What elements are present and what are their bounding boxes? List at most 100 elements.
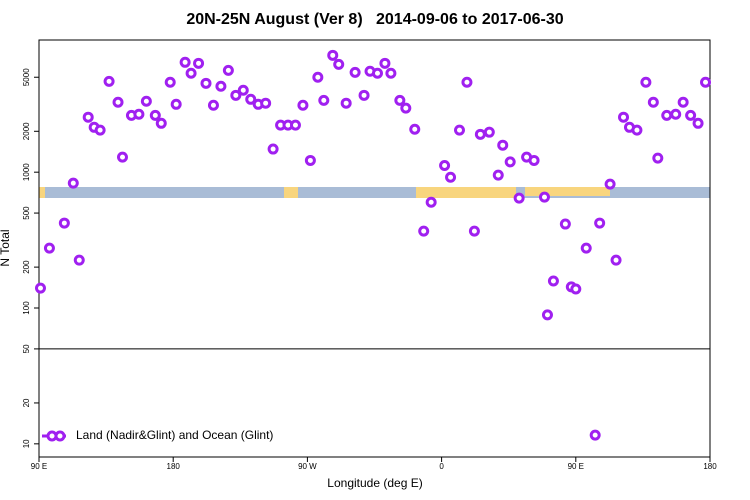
point: [149, 109, 161, 121]
y-tick-label: 2000: [22, 122, 31, 140]
legend: Land (Nadir&Glint) and Ocean (Glint): [42, 428, 273, 442]
point: [418, 225, 430, 237]
y-tick-label: 20: [22, 398, 31, 407]
point: [43, 242, 55, 254]
point: [230, 89, 242, 101]
map-ocean: [39, 187, 710, 198]
point: [483, 126, 495, 138]
point: [700, 76, 712, 88]
legend-label: Land (Nadir&Glint) and Ocean (Glint): [76, 428, 273, 442]
point: [112, 96, 124, 108]
y-axis-label: N Total: [0, 229, 12, 266]
point: [215, 80, 227, 92]
point: [425, 196, 437, 208]
legend-marker: [54, 430, 66, 442]
point: [140, 95, 152, 107]
x-tick-label: 90 E: [568, 462, 584, 471]
point: [117, 151, 129, 163]
point: [685, 109, 697, 121]
point: [618, 111, 630, 123]
y-tick-label: 200: [22, 260, 31, 274]
point: [661, 109, 673, 121]
x-axis-label: Longitude (deg E): [327, 476, 422, 490]
point: [297, 99, 309, 111]
y-tick-label: 1000: [22, 163, 31, 181]
point: [385, 67, 397, 79]
point: [474, 128, 486, 140]
point: [468, 225, 480, 237]
point: [267, 143, 279, 155]
point: [652, 152, 664, 164]
point: [34, 282, 46, 294]
point: [589, 429, 601, 441]
map-land: [525, 187, 610, 196]
point: [640, 76, 652, 88]
point: [327, 49, 339, 61]
point: [580, 242, 592, 254]
point: [604, 178, 616, 190]
point: [453, 124, 465, 136]
point: [692, 117, 704, 129]
point: [245, 93, 257, 105]
x-tick-label: 180: [703, 462, 717, 471]
point: [58, 217, 70, 229]
chart-title: 20N-25N August (Ver 8) 2014-09-06 to 201…: [186, 11, 563, 28]
point: [371, 67, 383, 79]
point: [312, 71, 324, 83]
x-tick-label: 180: [167, 462, 181, 471]
point: [179, 56, 191, 68]
point: [185, 67, 197, 79]
point: [400, 102, 412, 114]
map-land: [416, 187, 516, 198]
x-tick-label: 0: [439, 462, 444, 471]
y-tick-label: 500: [22, 206, 31, 220]
point: [594, 217, 606, 229]
point: [504, 156, 516, 168]
point: [358, 89, 370, 101]
point: [528, 154, 540, 166]
point: [492, 169, 504, 181]
x-tick-label: 90 E: [31, 462, 47, 471]
point: [610, 254, 622, 266]
plot-frame: [38, 39, 711, 458]
point: [631, 124, 643, 136]
point: [541, 309, 553, 321]
point: [677, 96, 689, 108]
point: [222, 64, 234, 76]
y-tick-label: 50: [22, 344, 31, 353]
point: [200, 77, 212, 89]
point: [237, 84, 249, 96]
point: [379, 57, 391, 69]
point: [103, 75, 115, 87]
point: [260, 97, 272, 109]
point: [304, 154, 316, 166]
point: [409, 123, 421, 135]
point: [570, 283, 582, 295]
point: [193, 57, 205, 69]
point: [164, 76, 176, 88]
point: [289, 119, 301, 131]
point: [207, 99, 219, 111]
point: [73, 254, 85, 266]
y-tick-label: 5000: [22, 68, 31, 86]
y-tick-label: 10: [22, 439, 31, 448]
point: [497, 139, 509, 151]
point: [559, 218, 571, 230]
point: [67, 177, 79, 189]
point: [318, 94, 330, 106]
map-land: [39, 187, 45, 198]
point: [647, 96, 659, 108]
point: [538, 191, 550, 203]
point: [94, 124, 106, 136]
point: [670, 108, 682, 120]
point: [82, 111, 94, 123]
point: [445, 171, 457, 183]
point: [340, 97, 352, 109]
point: [547, 275, 559, 287]
map-land: [284, 187, 298, 198]
map-strip: [39, 187, 710, 198]
y-tick-label: 100: [22, 301, 31, 315]
point: [333, 58, 345, 70]
